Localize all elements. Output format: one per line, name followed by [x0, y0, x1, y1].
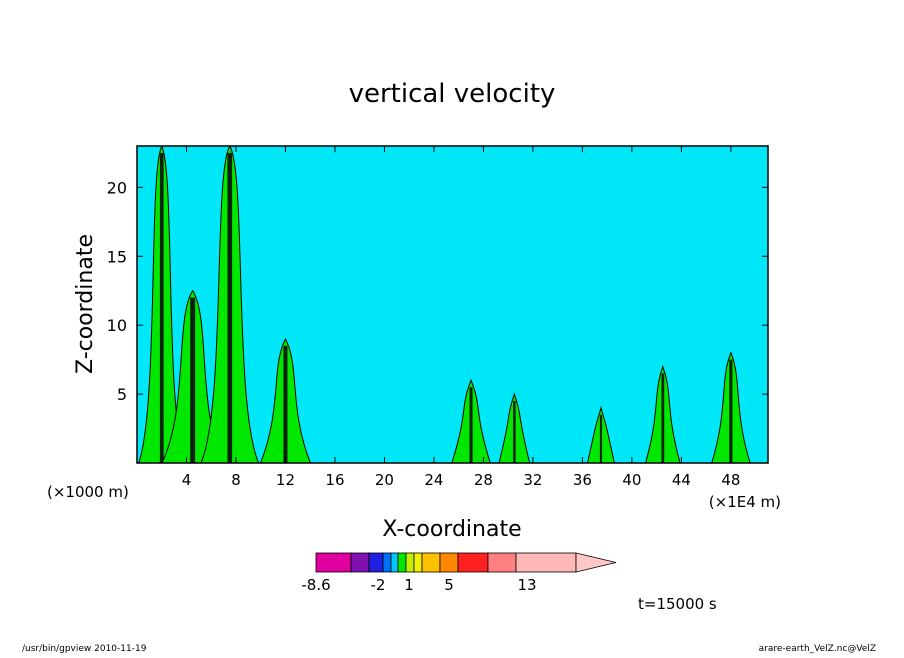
colorbar-swatch: [382, 552, 392, 573]
footer-left: /usr/bin/gpview 2010-11-19: [22, 644, 147, 654]
colorbar-label: -8.6: [301, 576, 330, 594]
x-axis-label: X-coordinate: [382, 517, 521, 542]
colorbar-swatch: [315, 552, 352, 573]
chart-title: vertical velocity: [349, 79, 556, 109]
x-tick-label: 24: [424, 471, 443, 489]
colorbar-label: 5: [444, 576, 454, 594]
x-unit-left: (×1000 m): [47, 483, 129, 501]
colorbar-arrow: [575, 552, 617, 573]
plume-core: [159, 152, 164, 463]
colorbar-swatch: [413, 552, 423, 573]
colorbar-swatch: [350, 552, 370, 573]
colorbar-label: 1: [404, 576, 414, 594]
x-unit-right: (×1E4 m): [709, 493, 781, 511]
y-ticks: 5 10 15 20: [107, 178, 768, 404]
y-tick-label: 10: [107, 316, 127, 335]
x-tick-label: 40: [622, 471, 641, 489]
time-label: t=15000 s: [638, 595, 717, 613]
x-tick-label: 36: [573, 471, 592, 489]
colorbar-label: 13: [517, 576, 536, 594]
colorbar-swatch: [515, 552, 577, 573]
x-tick-label: 16: [325, 471, 344, 489]
footer-right: arare-earth_VelZ.nc@VelZ: [759, 644, 876, 654]
x-tick-label: 8: [231, 471, 241, 489]
x-tick-label: 12: [276, 471, 295, 489]
plot-frame: [136, 145, 769, 464]
colorbar: -8.6 -2 1 5 13: [301, 552, 617, 594]
x-tick-label: 32: [523, 471, 542, 489]
plume-core: [469, 387, 473, 463]
colorbar-swatch: [421, 552, 441, 573]
x-tick-label: 44: [672, 471, 691, 489]
x-ticks: 4 8 12 16 20 24 28 32 36 40 44 48: [182, 146, 740, 489]
y-tick-label: 20: [107, 178, 127, 197]
colorbar-swatch: [368, 552, 384, 573]
plume-core: [513, 400, 516, 463]
plume-core: [661, 373, 665, 463]
colorbar-swatch: [457, 552, 489, 573]
colorbar-label: -2: [371, 576, 386, 594]
x-tick-label: 4: [182, 471, 192, 489]
plume-core: [729, 359, 733, 463]
x-tick-label: 20: [375, 471, 394, 489]
plume-core: [599, 414, 603, 463]
colorbar-swatch: [397, 552, 407, 573]
plume-core: [283, 345, 288, 463]
colorbar-swatch: [439, 552, 459, 573]
y-axis-label: Z-coordinate: [73, 234, 98, 374]
plume-core: [227, 152, 233, 463]
x-tick-label: 28: [474, 471, 493, 489]
colorbar-swatch: [405, 552, 415, 573]
y-tick-label: 15: [107, 247, 127, 266]
colorbar-swatch: [390, 552, 399, 573]
plumes-layer: [138, 146, 751, 463]
colorbar-swatch: [487, 552, 517, 573]
plot-area: [137, 146, 768, 463]
x-tick-label: 48: [721, 471, 740, 489]
plume-core: [190, 297, 196, 463]
y-tick-label: 5: [117, 385, 127, 404]
